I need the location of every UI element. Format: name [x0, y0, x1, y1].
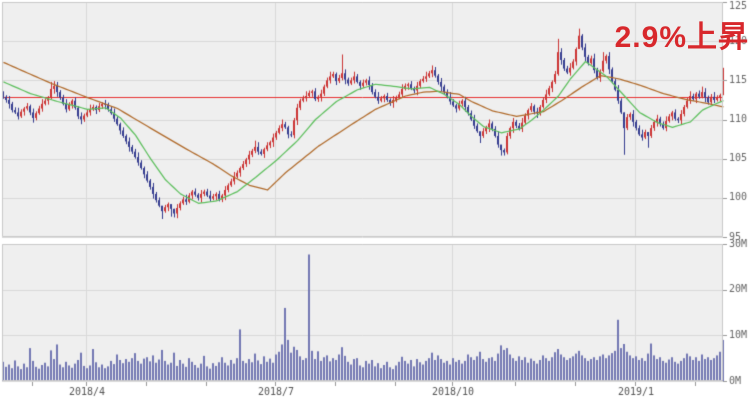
price-change-annotation: 2.9%上昇	[614, 21, 749, 54]
